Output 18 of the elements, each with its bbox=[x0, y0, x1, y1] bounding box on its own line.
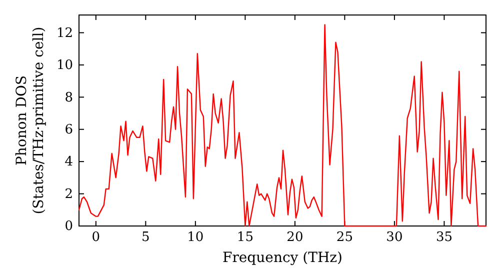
x-tick-label: 10 bbox=[187, 230, 204, 246]
x-tick-label: 15 bbox=[236, 230, 254, 246]
x-tick-label: 35 bbox=[436, 230, 452, 246]
y-axis-title: Phonon DOS (States/THz·primitive cell) bbox=[14, 26, 47, 214]
x-tick-label: 0 bbox=[92, 230, 100, 246]
y-tick-label: 4 bbox=[64, 154, 73, 170]
x-tick-label: 25 bbox=[336, 230, 353, 246]
x-tick-label: 30 bbox=[386, 230, 403, 246]
y-tick-label: 0 bbox=[64, 219, 73, 234]
y-tick-label: 6 bbox=[64, 122, 73, 138]
y-tick-label: 8 bbox=[64, 90, 73, 106]
x-axis-title: Frequency (THz) bbox=[222, 250, 343, 266]
y-tick-label: 2 bbox=[64, 186, 73, 202]
y-tick-label: 10 bbox=[56, 58, 73, 74]
x-tick-label: 20 bbox=[286, 230, 304, 246]
line-series bbox=[78, 24, 487, 227]
y-tick-label: 12 bbox=[56, 26, 73, 41]
x-tick-label: 5 bbox=[142, 230, 150, 246]
